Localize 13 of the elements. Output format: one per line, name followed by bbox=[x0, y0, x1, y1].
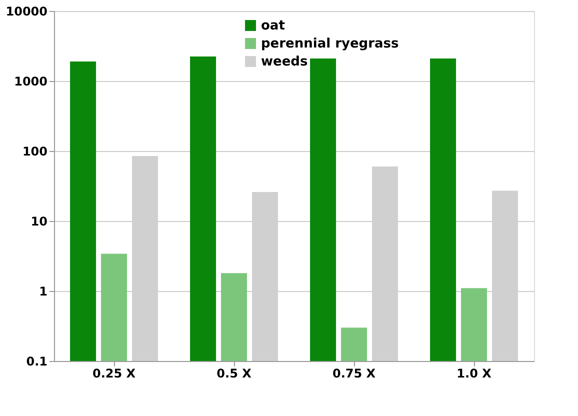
y-tick-label: 100 bbox=[22, 144, 48, 158]
x-tick-label: 0.5 X bbox=[216, 366, 252, 380]
legend-label: weeds bbox=[261, 54, 308, 70]
x-tick-label: 0.75 X bbox=[332, 366, 376, 380]
legend-label: oat bbox=[261, 18, 285, 34]
legend-label: perennial ryegrass bbox=[261, 36, 399, 52]
y-tick-label: 1 bbox=[39, 284, 48, 298]
y-tick-label: 10 bbox=[30, 214, 48, 228]
y-tick-label: 10000 bbox=[6, 4, 48, 18]
y-tick-label: 1000 bbox=[14, 74, 48, 88]
x-tick-label: 0.25 X bbox=[92, 366, 136, 380]
y-tick-label: 0.1 bbox=[26, 354, 48, 368]
x-tick-label: 1.0 X bbox=[456, 366, 492, 380]
